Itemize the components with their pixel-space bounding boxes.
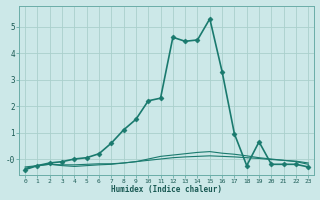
X-axis label: Humidex (Indice chaleur): Humidex (Indice chaleur) <box>111 185 222 194</box>
